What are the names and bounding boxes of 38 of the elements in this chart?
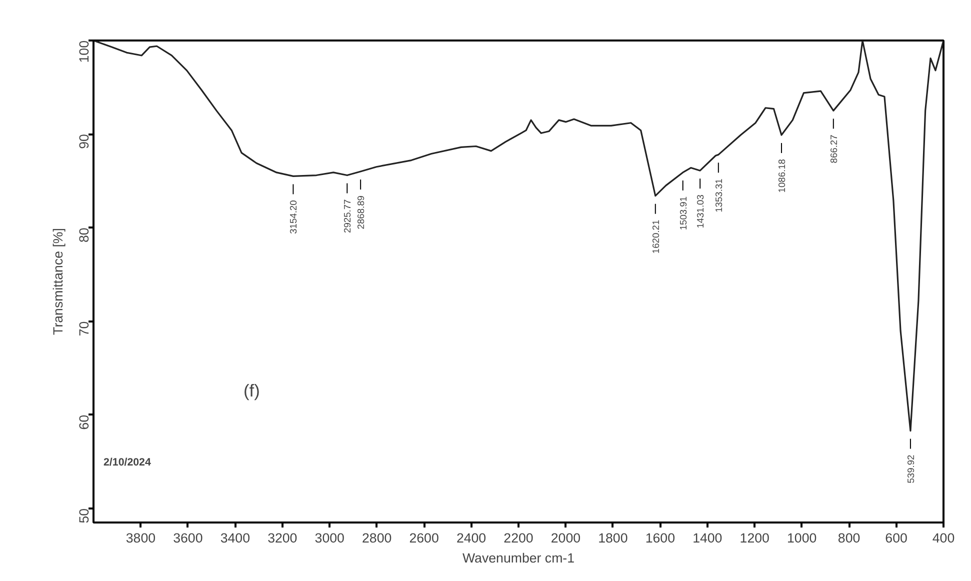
annotation: 3154.20: [288, 200, 299, 234]
x-tick-label: 1600: [645, 530, 675, 546]
annotation: 1503.91: [678, 196, 688, 230]
x-tick-label: 2600: [409, 530, 439, 546]
x-tick-label: 1800: [598, 530, 628, 546]
x-tick-label: 2400: [456, 530, 486, 546]
x-tick-label: 3400: [220, 530, 250, 546]
x-axis-title: Wavenumber cm-1: [462, 550, 575, 566]
y-tick-label: 60: [76, 414, 92, 430]
x-tick-label: 3800: [126, 530, 156, 546]
y-tick-label: 90: [76, 134, 92, 149]
y-tick-label: 80: [76, 228, 92, 243]
x-tick-label: 1400: [692, 530, 722, 546]
x-tick-label: 600: [885, 530, 908, 546]
annotation: 1086.18: [776, 159, 787, 193]
annotation: 2925.77: [342, 199, 353, 233]
x-tick-label: 2800: [362, 530, 392, 546]
x-tick-label: 3600: [173, 530, 203, 546]
x-tick-label: 1000: [787, 530, 817, 546]
x-tick-label: 2200: [504, 530, 534, 546]
annotation: 2/10/2024: [104, 456, 151, 468]
annotation: 866.27: [828, 134, 839, 164]
annotation: 1353.31: [714, 178, 724, 212]
x-tick-label: 3200: [268, 530, 298, 546]
annotation: (f): [244, 380, 260, 400]
annotation: 2868.89: [356, 196, 366, 230]
x-tick-label: 1200: [740, 530, 770, 546]
x-tick-label: 400: [932, 530, 955, 546]
annotation: 1620.21: [650, 220, 661, 254]
y-axis-title: Transmittance [%]: [50, 228, 66, 335]
y-tick-label: 100: [76, 40, 92, 63]
y-tick-label: 50: [76, 508, 92, 524]
annotation: 1431.03: [696, 194, 706, 228]
y-tick-label: 70: [76, 321, 92, 336]
x-tick-label: 2000: [550, 530, 581, 546]
annotation: 539.92: [906, 454, 916, 484]
x-tick-label: 3000: [314, 530, 344, 546]
x-tick-label: 800: [838, 530, 860, 546]
